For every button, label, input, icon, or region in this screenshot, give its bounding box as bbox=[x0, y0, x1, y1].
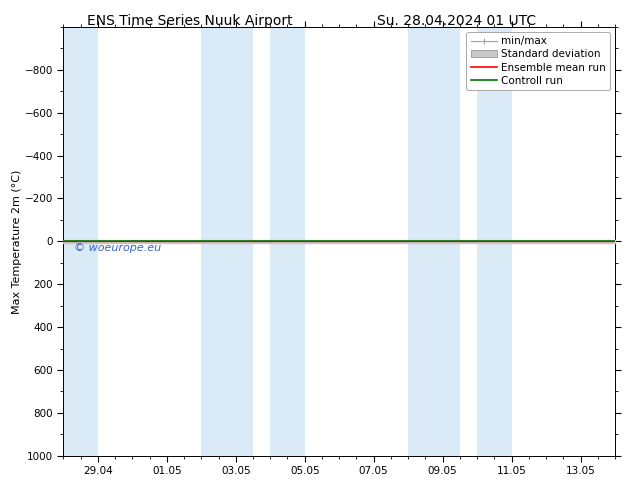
Bar bbox=[477, 27, 512, 456]
Bar bbox=[202, 27, 253, 456]
Bar bbox=[408, 27, 460, 456]
Text: © woeurope.eu: © woeurope.eu bbox=[74, 243, 162, 253]
Text: ENS Time Series Nuuk Airport: ENS Time Series Nuuk Airport bbox=[87, 14, 293, 28]
Legend: min/max, Standard deviation, Ensemble mean run, Controll run: min/max, Standard deviation, Ensemble me… bbox=[467, 32, 610, 90]
Text: Su. 28.04.2024 01 UTC: Su. 28.04.2024 01 UTC bbox=[377, 14, 536, 28]
Bar bbox=[63, 27, 98, 456]
Y-axis label: Max Temperature 2m (°C): Max Temperature 2m (°C) bbox=[12, 169, 22, 314]
Bar bbox=[270, 27, 305, 456]
